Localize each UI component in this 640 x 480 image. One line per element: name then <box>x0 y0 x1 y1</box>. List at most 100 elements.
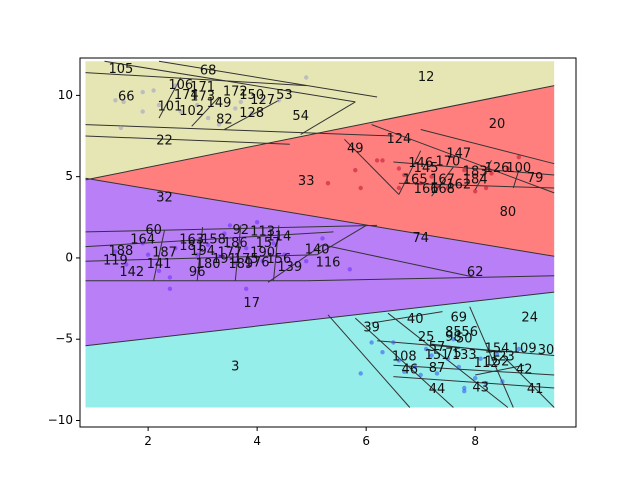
cell-label: 163 <box>179 233 204 248</box>
data-point <box>205 242 211 248</box>
cell-label: 62 <box>467 265 484 280</box>
voronoi-edge <box>327 314 411 408</box>
y-tick-label: 10 <box>58 88 73 102</box>
cell-label: 32 <box>156 190 173 205</box>
voronoi-edge <box>512 170 520 189</box>
plot-frame <box>79 57 577 428</box>
data-point <box>173 246 178 251</box>
cell-label: 108 <box>392 350 417 365</box>
data-point <box>413 364 418 370</box>
data-point <box>173 83 178 88</box>
voronoi-edge <box>344 138 400 195</box>
data-point <box>276 98 282 103</box>
cell-label: 112 <box>474 356 499 371</box>
voronoi-edge <box>158 77 182 119</box>
cell-label: 41 <box>527 382 544 397</box>
cell-label: 173 <box>190 90 215 105</box>
data-point <box>233 106 238 111</box>
cell-label: 172 <box>223 85 248 100</box>
region-cyan <box>85 292 555 408</box>
data-point <box>391 340 396 345</box>
x-tick-label: 6 <box>362 434 370 448</box>
voronoi-edge <box>191 96 220 127</box>
x-tick-label: 8 <box>471 434 479 448</box>
cell-label: 24 <box>521 311 538 326</box>
cell-label: 60 <box>145 223 162 238</box>
data-point <box>396 166 402 171</box>
data-point <box>233 260 238 265</box>
data-point <box>227 223 233 228</box>
cell-label: 186 <box>223 236 248 251</box>
cell-label: 80 <box>500 205 517 220</box>
cell-label: 151 <box>425 348 450 363</box>
cell-label: 100 <box>506 161 531 176</box>
data-point <box>140 89 145 95</box>
data-point <box>260 259 265 264</box>
y-tick-label: 0 <box>65 250 73 264</box>
region-yellow <box>85 61 555 180</box>
voronoi-regions <box>85 61 555 408</box>
data-point <box>445 356 451 361</box>
data-point <box>195 252 200 257</box>
voronoi-edge <box>322 244 476 278</box>
cell-label: 183 <box>463 164 488 179</box>
data-point <box>167 286 173 291</box>
voronoi-edge <box>267 244 323 283</box>
cell-label: 42 <box>516 363 533 378</box>
cell-label: 56 <box>461 325 478 340</box>
data-point <box>418 181 423 186</box>
data-point <box>369 340 374 345</box>
cell-label: 87 <box>429 361 446 376</box>
voronoi-edge <box>398 182 555 189</box>
y-axis: −10 −5 0 5 10 <box>48 88 80 427</box>
cell-label: 75 <box>445 346 462 361</box>
cell-label: 25 <box>418 330 435 345</box>
cell-label: 170 <box>435 155 460 170</box>
voronoi-edge <box>474 160 492 190</box>
cell-label: 150 <box>239 88 264 103</box>
cell-label: 152 <box>485 355 510 370</box>
data-point <box>358 185 363 191</box>
cell-label: 140 <box>305 242 330 257</box>
data-point <box>118 125 124 131</box>
cell-label: 109 <box>512 342 537 357</box>
cell-label: 105 <box>108 62 133 77</box>
data-point <box>489 171 494 176</box>
cell-label: 142 <box>119 265 144 280</box>
cell-label: 39 <box>363 320 380 335</box>
cell-label: 128 <box>239 106 264 121</box>
voronoi-edge <box>398 150 422 195</box>
voronoi-edge <box>371 311 443 324</box>
region-red <box>85 85 555 257</box>
cell-label: 162 <box>446 177 471 192</box>
cell-label: 113 <box>250 224 275 239</box>
cell-label: 168 <box>430 182 455 197</box>
x-tick-label: 2 <box>144 434 152 448</box>
cell-label: 116 <box>316 255 341 270</box>
voronoi-edge <box>85 254 318 262</box>
data-point <box>222 231 227 236</box>
cell-label: 126 <box>485 161 510 176</box>
cell-label: 184 <box>463 172 488 187</box>
data-point <box>167 275 173 280</box>
data-point <box>353 168 358 173</box>
voronoi-edge <box>431 166 454 197</box>
data-point <box>121 99 126 105</box>
data-point <box>216 254 222 259</box>
voronoi-edge <box>502 355 555 408</box>
cell-label: 188 <box>108 244 133 259</box>
cell-label: 46 <box>402 363 419 378</box>
data-point <box>113 98 118 103</box>
cell-label: 176 <box>245 255 270 270</box>
data-point <box>151 88 156 93</box>
data-point <box>462 385 467 391</box>
cell-label: 127 <box>250 93 275 108</box>
data-point <box>505 166 511 171</box>
cell-label: 12 <box>418 70 435 85</box>
cell-label: 146 <box>408 156 433 171</box>
data-point <box>434 371 440 376</box>
data-point <box>244 246 249 251</box>
voronoi-edge <box>300 101 356 135</box>
data-point <box>260 98 265 103</box>
